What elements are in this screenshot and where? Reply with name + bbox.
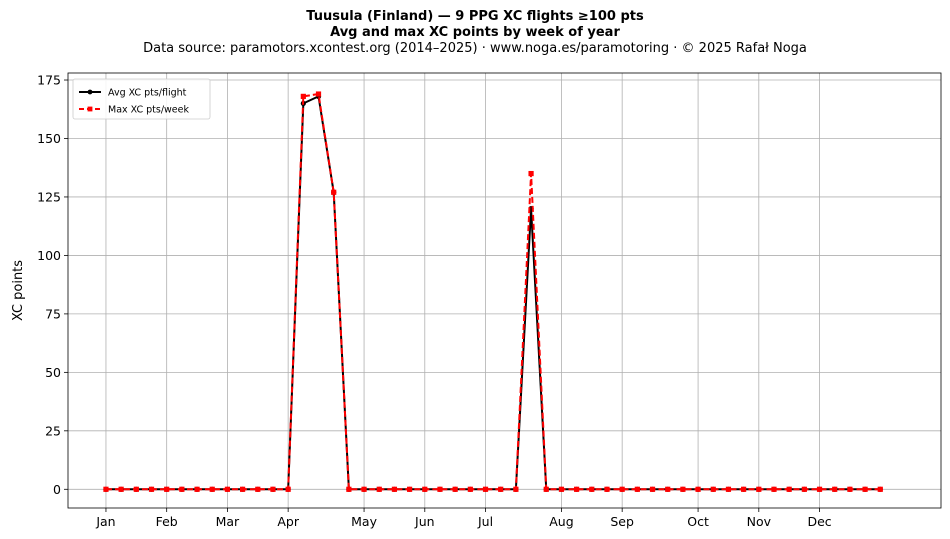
data-point-max [619, 486, 625, 492]
x-tick-label: May [351, 514, 377, 529]
axes-layer: Jan Feb Mar Apr May Jun Jul Aug Sep Oct Nov Dec 0 25 5… [11, 72, 942, 529]
x-tick-label: Jan [95, 514, 115, 529]
data-point-max [847, 486, 853, 492]
x-tick-label: Mar [216, 514, 240, 529]
data-point-max [164, 486, 170, 492]
data-point-max [315, 91, 322, 97]
data-point-max [361, 486, 367, 492]
grid-layer [68, 73, 941, 508]
data-point-max [665, 486, 671, 492]
series-line-max [105, 93, 881, 491]
legend-label: Max XC pts/week [108, 105, 189, 116]
y-tick-label: 100 [37, 248, 61, 263]
legend-marker [87, 89, 93, 95]
y-tick-label: 125 [37, 189, 61, 204]
legend-marker [87, 106, 93, 112]
data-point-max [240, 486, 246, 492]
chart-title-block: Tuusula (Finland) — 9 PPG XC flights ≥10… [0, 9, 950, 57]
y-tick-label: 175 [37, 73, 61, 88]
data-point-max [179, 486, 185, 492]
chart-title: Tuusula (Finland) — 9 PPG XC flights ≥10… [306, 9, 644, 24]
data-point-max [209, 486, 215, 492]
legend-label: Avg XC pts/flight [108, 88, 187, 99]
series-layer [103, 91, 883, 492]
data-point-max [649, 486, 656, 492]
data-point-max [148, 486, 155, 492]
data-point-max [422, 486, 428, 492]
legend: Avg XC pts/flight Max XC pts/week [72, 78, 211, 120]
data-point-max [103, 486, 109, 492]
data-point-max [786, 486, 792, 492]
data-point-max [407, 486, 413, 492]
x-tick-label: Jul [477, 514, 493, 529]
data-point-max [467, 486, 473, 492]
data-point-max [589, 486, 595, 492]
data-point-max [741, 486, 747, 492]
data-point-max [194, 486, 200, 492]
x-tick-label: Jun [414, 514, 435, 529]
data-point-max [528, 170, 534, 177]
data-point-max [285, 486, 291, 492]
data-point-max [255, 486, 261, 492]
y-axis-label: XC points [11, 260, 26, 321]
data-point-max [771, 486, 777, 492]
x-tick-label: Aug [549, 514, 573, 529]
data-point-max [695, 486, 701, 492]
data-source-note: Data source: paramotors.xcontest.org (20… [143, 41, 807, 56]
data-point-max [816, 486, 823, 492]
data-point-max [498, 486, 504, 492]
data-point-max [437, 486, 443, 492]
data-point-max [634, 486, 640, 492]
data-point-max [801, 486, 807, 492]
data-point-max [300, 93, 306, 99]
x-tick-label: Dec [807, 514, 831, 529]
data-point-max [832, 486, 838, 492]
data-point-max [224, 486, 231, 492]
data-point-max [482, 486, 489, 492]
data-point-max [376, 486, 382, 492]
x-tick-label: Oct [687, 514, 709, 529]
x-tick-label: Feb [156, 514, 178, 529]
data-point-max [118, 486, 124, 492]
x-tick-label: Apr [277, 514, 299, 529]
chart-subtitle: Avg and max XC points by week of year [330, 25, 620, 40]
data-point-max [346, 486, 352, 492]
data-point-max [680, 486, 686, 492]
data-point-max [133, 486, 139, 492]
y-tick-label: 75 [45, 306, 61, 321]
legend-box [72, 78, 211, 120]
data-point-max [756, 486, 762, 492]
y-tick-label: 50 [45, 365, 61, 380]
plot-frame [67, 72, 942, 509]
x-tick-label: Nov [747, 514, 772, 529]
data-point-max [710, 486, 716, 492]
y-tick-label: 0 [53, 482, 61, 497]
y-tick-label: 25 [45, 423, 61, 438]
series-line-avg [105, 95, 881, 491]
data-point-max [543, 486, 549, 492]
data-point-max [452, 486, 458, 492]
x-tick-label: Sep [610, 514, 634, 529]
data-point-max [331, 189, 337, 195]
data-point-max [391, 486, 398, 492]
data-point-max [877, 486, 883, 492]
data-point-max [725, 486, 732, 492]
data-point-max [513, 486, 519, 492]
data-point-max [862, 486, 868, 492]
y-tick-label: 150 [37, 131, 61, 146]
data-point-max [558, 486, 565, 492]
data-point-max [574, 486, 580, 492]
data-point-max [270, 486, 276, 492]
data-point-max [604, 486, 610, 492]
